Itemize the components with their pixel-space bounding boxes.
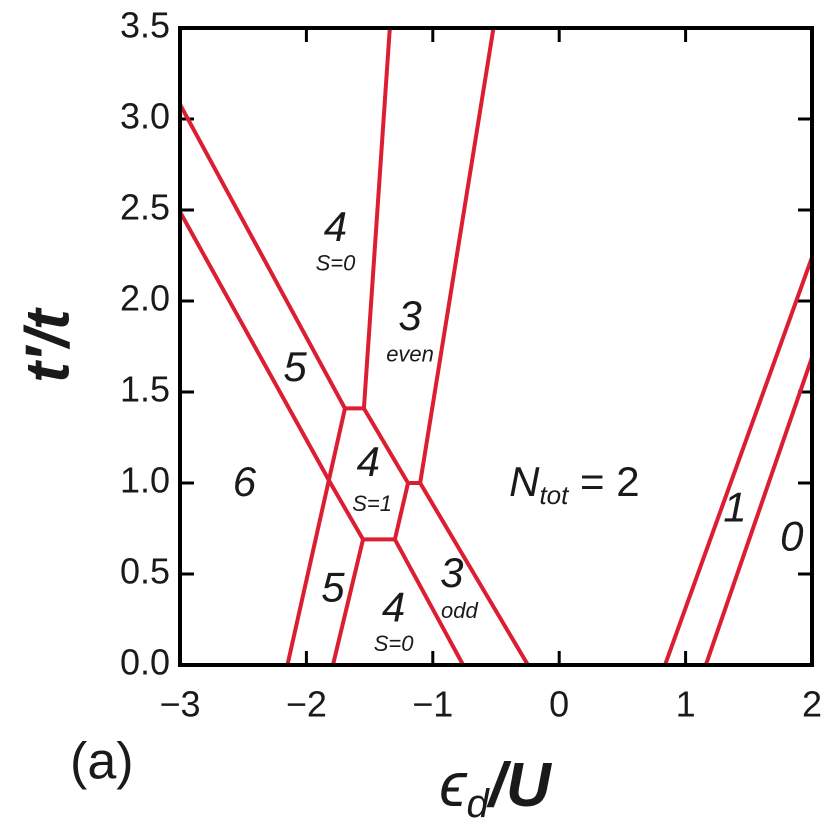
region-sublabel: S=0 [374, 631, 415, 656]
annotation-text: 1 [723, 483, 746, 530]
x-tick-label: 0 [549, 684, 569, 725]
region-label: 4 [357, 438, 380, 485]
y-tick-label: 1.5 [120, 369, 170, 410]
phase-boundary [418, 27, 496, 484]
y-tick-label: 3.5 [120, 5, 170, 46]
region-label: Ntot = 2 [509, 458, 640, 510]
phase-boundary [361, 27, 392, 409]
y-tick-label: 2.5 [120, 187, 170, 228]
y-tick-label: 2.0 [120, 278, 170, 319]
phase-boundary [330, 538, 365, 666]
region-label: 1 [723, 483, 746, 530]
annotation-text: odd [441, 598, 478, 623]
y-tick-label: 3.0 [120, 96, 170, 137]
annotation-text: N [509, 458, 540, 505]
annotation-text: even [386, 341, 434, 366]
region-sublabel: even [386, 341, 434, 366]
y-axis-label: t′/t [13, 307, 82, 383]
region-sublabel: S=1 [352, 491, 392, 516]
annotation-after: = 2 [568, 458, 639, 505]
annotation-text: 0 [780, 513, 804, 560]
region-label: 4 [382, 583, 405, 630]
annotation-text: S=0 [316, 250, 357, 275]
x-axis-label: ϵd/U [439, 751, 553, 825]
region-label: 6 [233, 458, 257, 505]
region-sublabel: S=0 [316, 250, 357, 275]
annotation-text: 3 [440, 549, 463, 596]
region-label: 3 [398, 292, 421, 339]
region-sublabel: odd [441, 598, 478, 623]
phase-boundary [703, 356, 814, 666]
x-label-after: /U [486, 751, 553, 820]
x-tick-label: −2 [286, 684, 327, 725]
x-label-sub: d [467, 782, 491, 826]
annotation-text: S=1 [352, 491, 392, 516]
annotation-text: 4 [357, 438, 380, 485]
x-tick-label: 1 [676, 684, 696, 725]
region-label: 0 [780, 513, 804, 560]
x-tick-label: 2 [802, 684, 822, 725]
region-label: 4 [324, 203, 347, 250]
annotation-text: 4 [382, 583, 405, 630]
phase-boundary [285, 407, 347, 666]
annotation-text: 4 [324, 203, 347, 250]
x-tick-label: −3 [159, 684, 200, 725]
annotation-sub: tot [539, 480, 570, 510]
region-label: 5 [283, 343, 307, 390]
plot-frame [178, 26, 814, 667]
phase-boundary [392, 482, 410, 540]
annotation-text: 5 [321, 563, 345, 610]
x-tick-label: −1 [412, 684, 453, 725]
annotation-text: 6 [233, 458, 257, 505]
annotation-text: 3 [398, 292, 421, 339]
y-tick-label: 1.0 [120, 460, 170, 501]
y-tick-label: 0.5 [120, 551, 170, 592]
y-tick-label: 0.0 [120, 642, 170, 683]
annotation-text: 5 [283, 343, 307, 390]
phase-boundary [663, 256, 814, 666]
panel-label: (a) [70, 733, 134, 791]
region-label: 3 [440, 549, 463, 596]
region-label: 5 [321, 563, 345, 610]
phase-boundary [178, 103, 530, 667]
x-label-main: ϵ [439, 751, 468, 820]
annotation-text: S=0 [374, 631, 415, 656]
